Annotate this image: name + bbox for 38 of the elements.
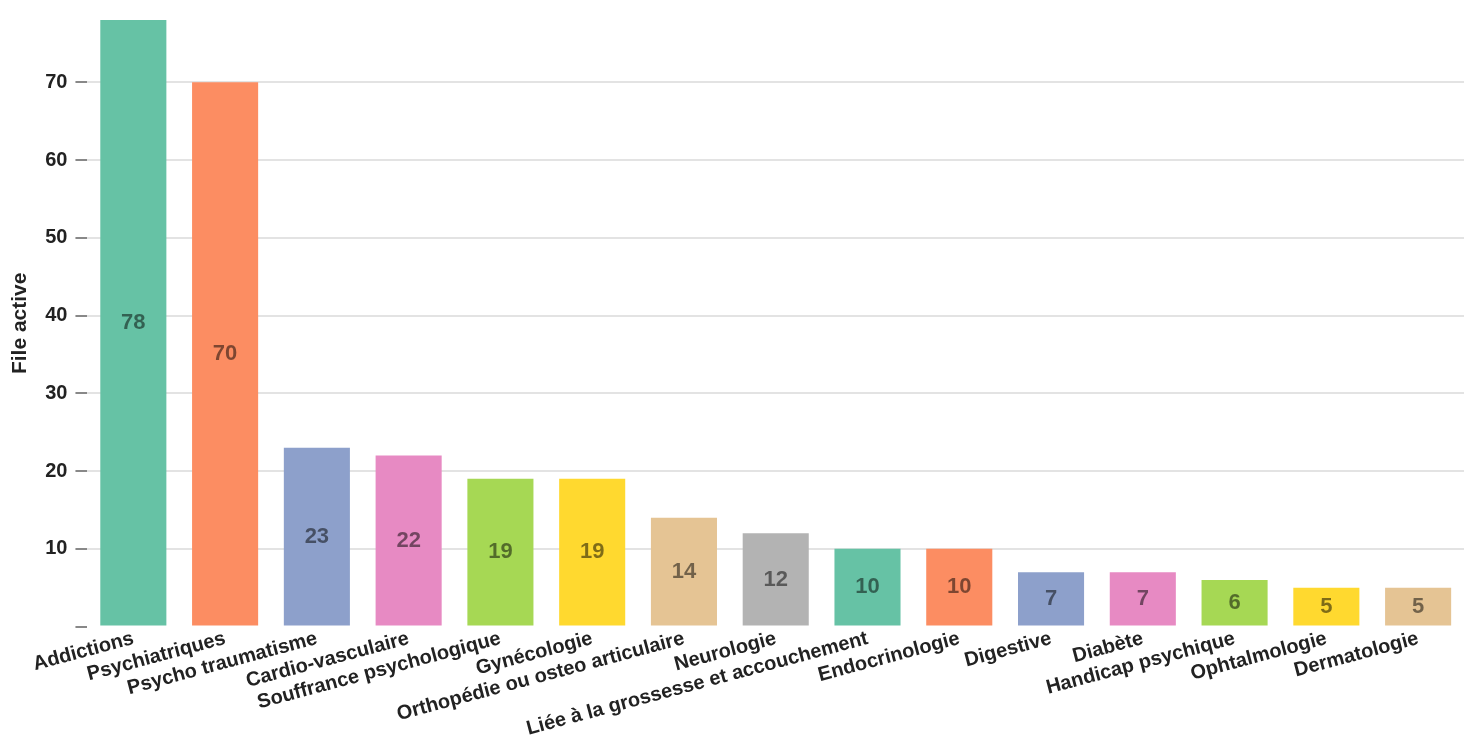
data-label: 7 (1044, 584, 1058, 610)
bar (926, 548, 993, 626)
data-label: 7 (1136, 584, 1149, 610)
data-label: 6 (1228, 588, 1241, 614)
bar (1293, 587, 1360, 626)
y-tick-label: 10 (45, 536, 68, 559)
bar (834, 548, 901, 626)
bar (742, 533, 809, 626)
data-label: 22 (396, 526, 421, 552)
bar (1109, 572, 1176, 626)
y-tick-label: 40 (45, 303, 68, 326)
data-label: 70 (212, 339, 238, 365)
bar (559, 478, 626, 626)
data-label: 10 (947, 573, 972, 599)
y-tick-label: 60 (45, 147, 68, 170)
data-label: 19 (488, 538, 513, 564)
y-tick-label: 70 (45, 69, 68, 92)
bar (650, 517, 717, 626)
bar (467, 478, 534, 626)
bar (100, 20, 167, 626)
data-label: 5 (1411, 592, 1425, 618)
y-tick-label: 20 (45, 458, 68, 481)
bar (1201, 579, 1268, 626)
data-label: 5 (1320, 592, 1333, 618)
data-label: 23 (304, 522, 330, 548)
data-label: 14 (671, 557, 697, 583)
y-axis-title: File active (7, 272, 31, 375)
y-tick-label: 30 (45, 380, 68, 403)
bar (283, 447, 350, 626)
bar (1385, 587, 1452, 626)
data-label: 19 (579, 538, 605, 564)
data-label: 78 (121, 308, 146, 334)
y-tick-label: 50 (45, 225, 68, 248)
data-label: 12 (763, 565, 788, 591)
bar (1018, 572, 1085, 626)
data-label: 10 (855, 573, 880, 599)
bar (375, 455, 442, 626)
bar (192, 82, 259, 626)
